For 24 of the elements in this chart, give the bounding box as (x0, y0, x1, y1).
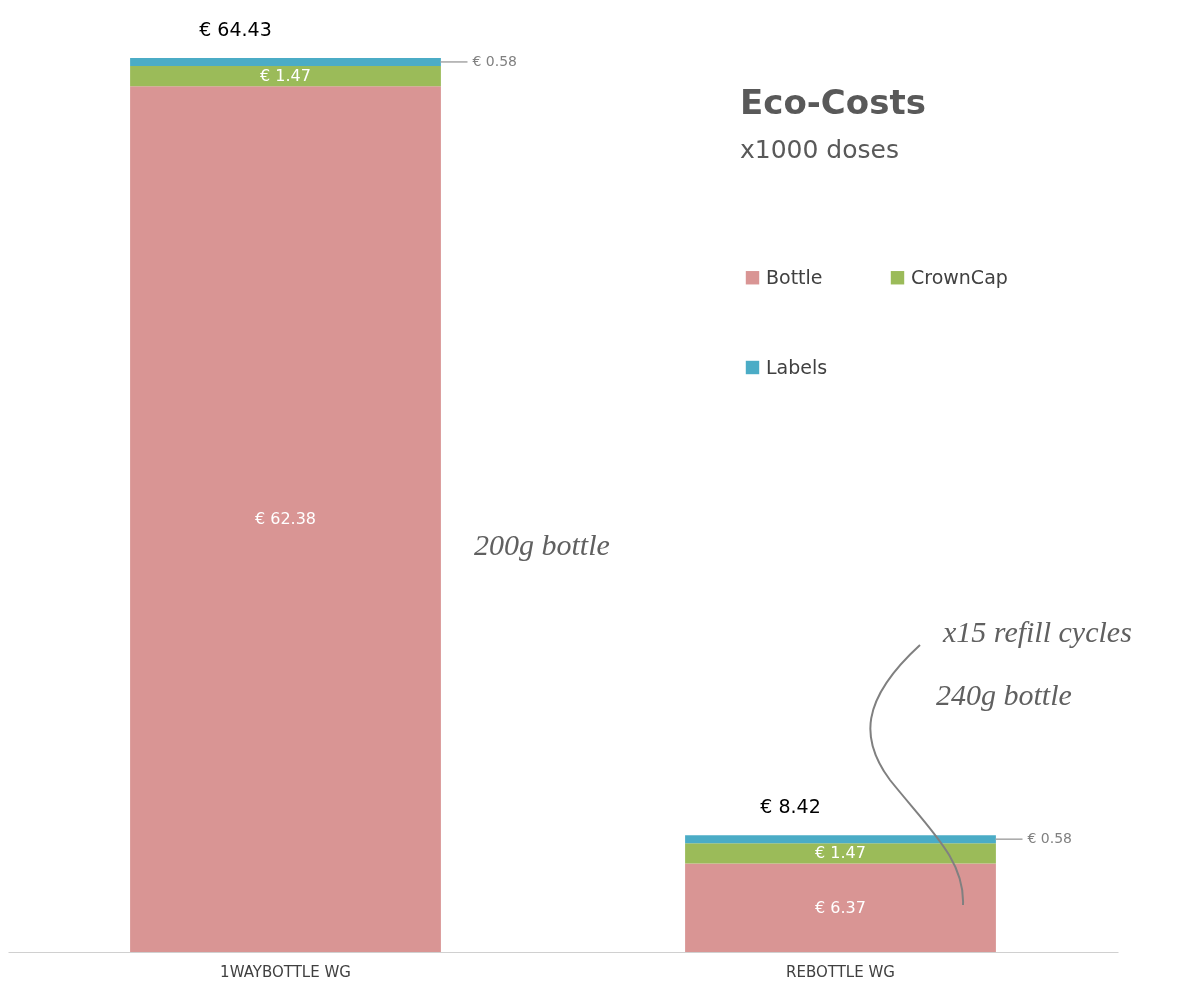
bar (685, 835, 996, 844)
bar (130, 57, 441, 66)
bar (685, 863, 996, 952)
total-label: € 8.42 (760, 795, 821, 818)
bar (130, 65, 441, 87)
x-tick-label: REBOTTLE WG (786, 962, 895, 981)
annotation: 200g bottle (474, 528, 610, 561)
legend-label: Labels (766, 355, 828, 378)
bar (130, 86, 441, 952)
text: Eco-Costs (740, 82, 926, 122)
legend-label: Bottle (766, 265, 823, 288)
data-label: € 1.47 (815, 843, 866, 863)
total-label: € 64.43 (199, 17, 272, 40)
bar (685, 843, 996, 864)
annotation: x15 refill cycles (942, 615, 1132, 648)
x-tick-label: 1WAYBOTTLE WG (220, 962, 351, 981)
data-label: € 0.58 (1027, 830, 1073, 847)
data-label: € 1.47 (260, 66, 311, 86)
data-label: € 6.37 (815, 897, 866, 917)
annotation: 240g bottle (936, 678, 1072, 711)
legend-label: CrownCap (911, 265, 1008, 288)
text: x1000 doses (740, 135, 899, 164)
data-label: € 0.58 (472, 52, 518, 69)
data-label: € 62.38 (254, 509, 317, 529)
